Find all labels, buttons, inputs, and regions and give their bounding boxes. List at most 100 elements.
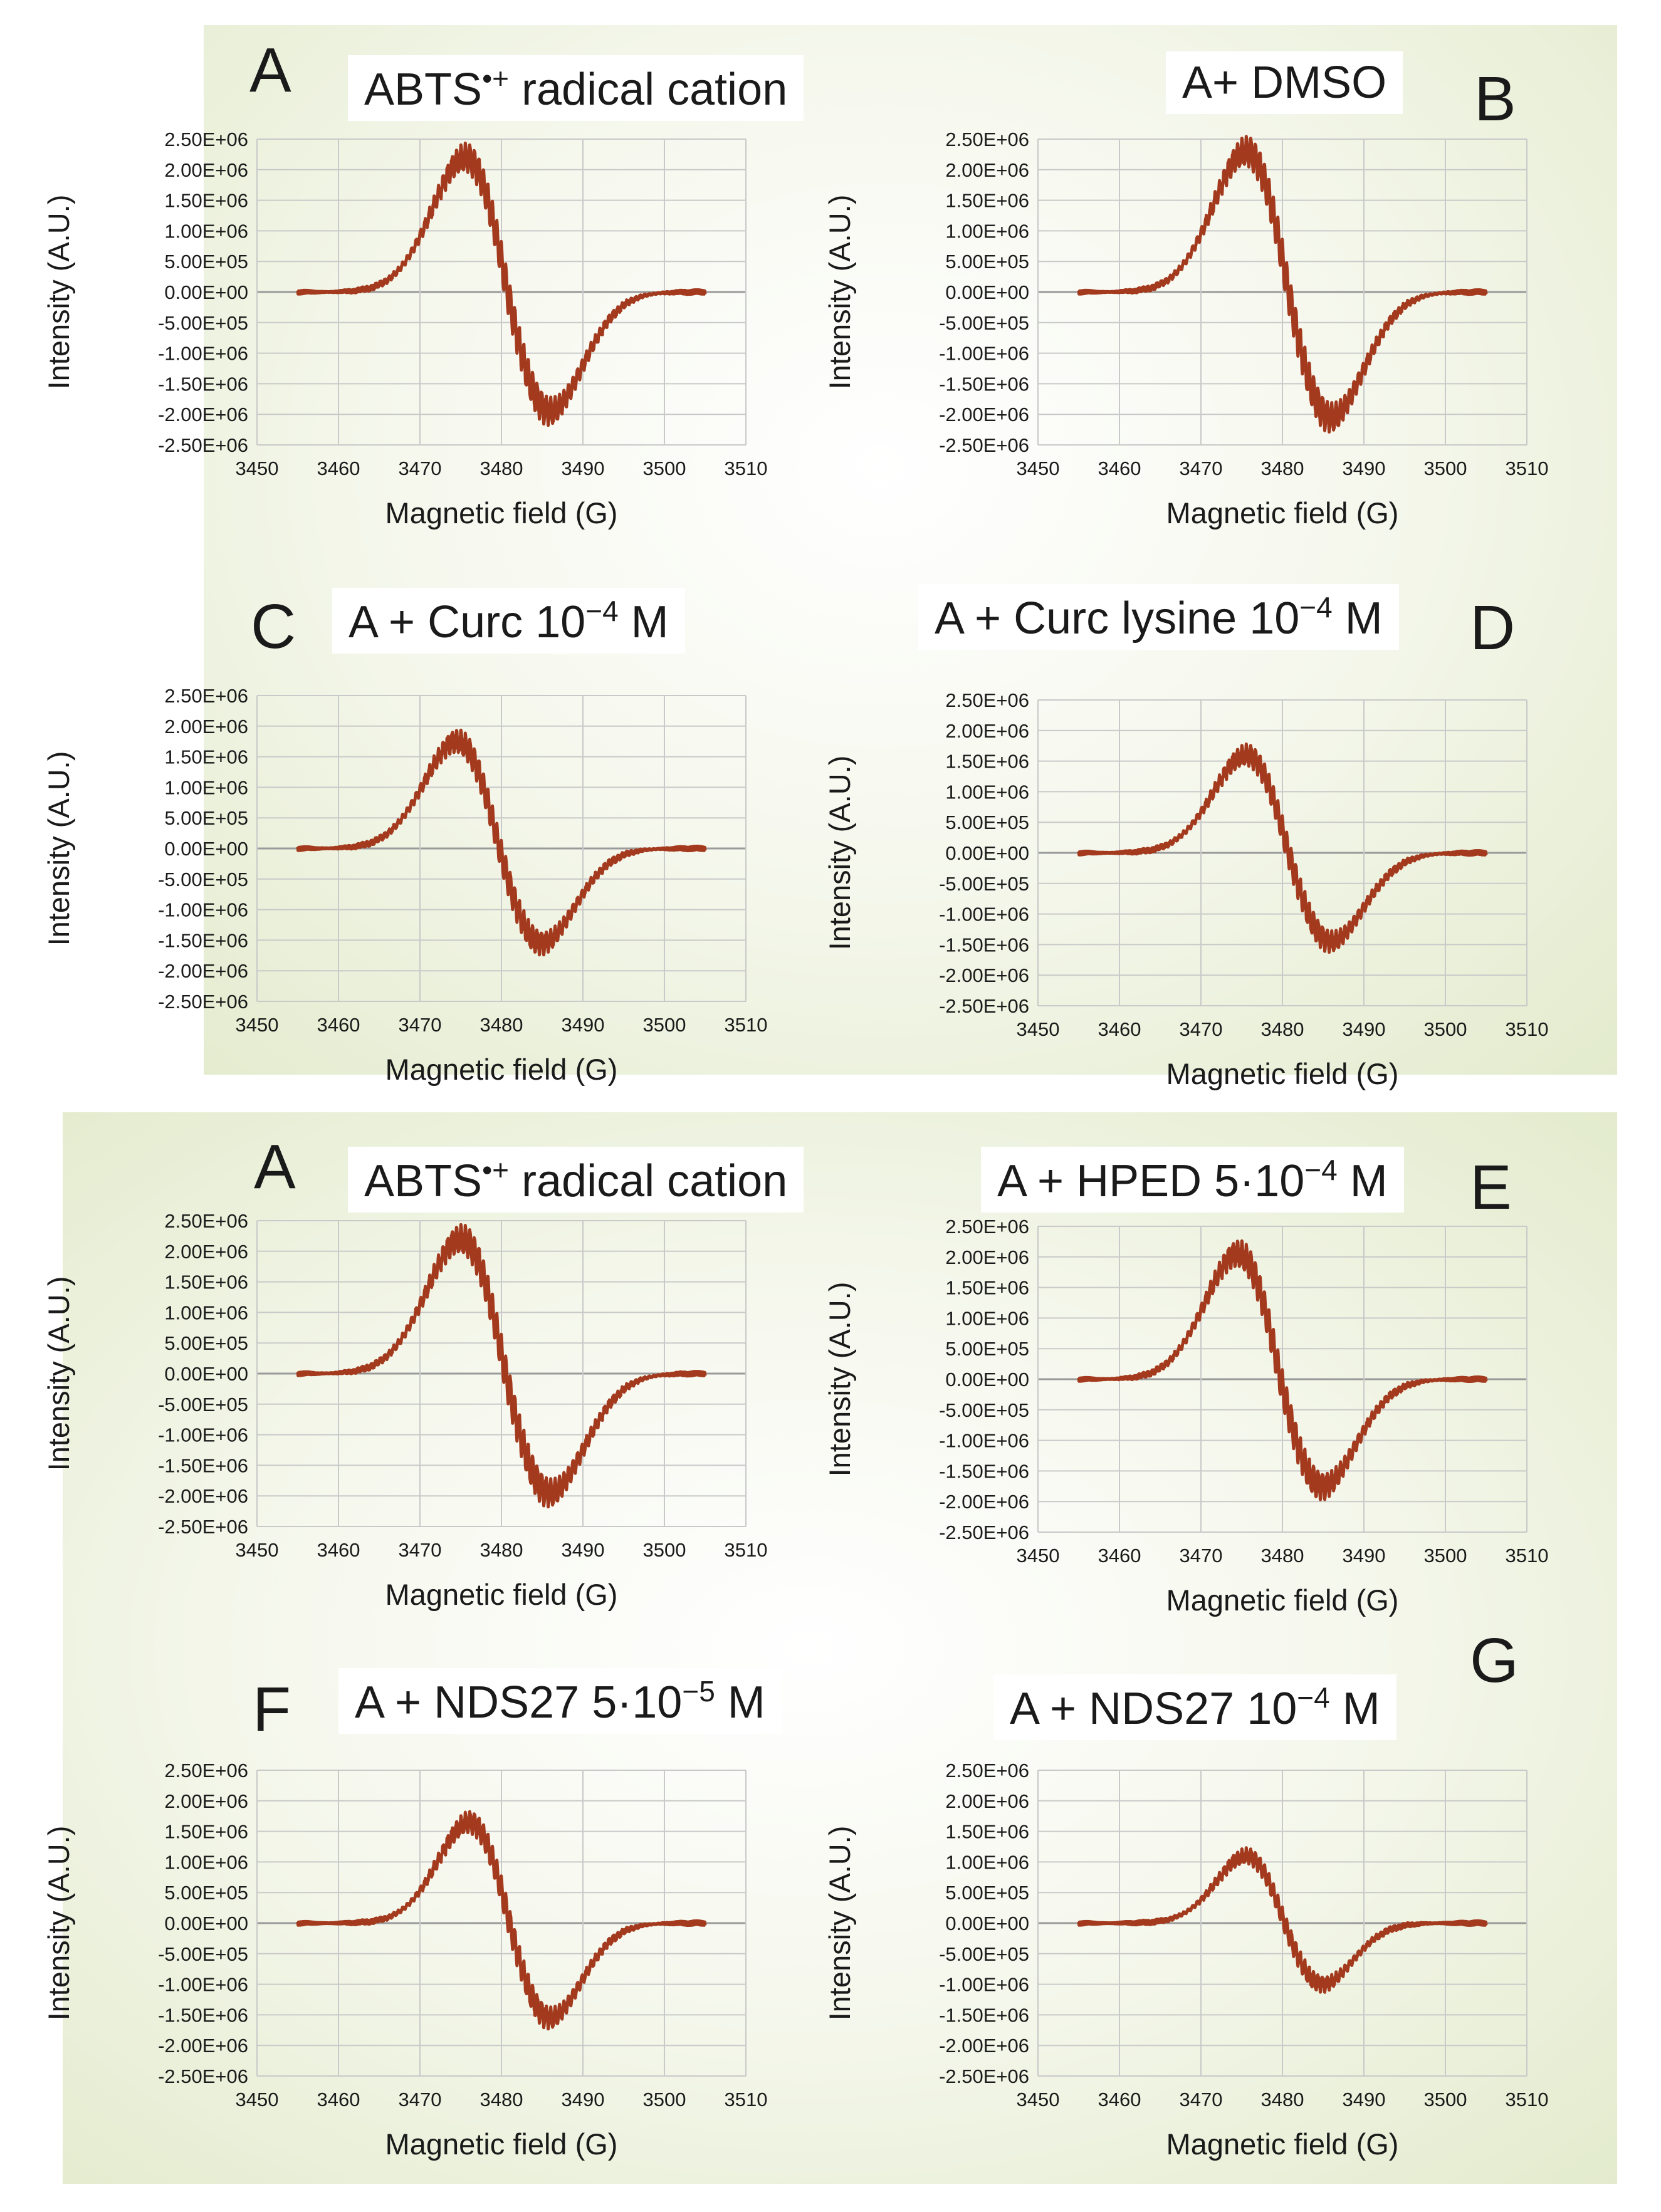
y-tick-label: -5.00E+05: [939, 873, 1029, 895]
y-tick-label: 2.50E+06: [945, 1760, 1029, 1782]
y-tick-label: -1.00E+06: [939, 904, 1029, 926]
chart-title: A + NDS27 10−4 M: [993, 1674, 1396, 1740]
chart-title-suffix: radical cation: [509, 65, 788, 115]
chart-title-superscript: −4: [1304, 1154, 1338, 1186]
chart-title-main: ABTS: [364, 1156, 483, 1206]
chart-title: A + HPED 5·10−4 M: [981, 1147, 1404, 1213]
x-tick-label: 3470: [399, 1539, 442, 1561]
y-tick-label: -2.50E+06: [939, 995, 1029, 1017]
y-tick-label: 0.00E+00: [164, 838, 248, 860]
x-tick-label: 3450: [1017, 1018, 1060, 1040]
y-tick-label: 0.00E+00: [164, 281, 248, 303]
y-tick-label: -2.50E+06: [158, 2065, 248, 2087]
background-bottom: [63, 1112, 1617, 2184]
y-tick-label: 1.50E+06: [945, 751, 1029, 773]
panel-letter: F: [253, 1674, 291, 1745]
y-tick-label: -1.00E+06: [939, 1974, 1029, 1996]
chart-title-main: A + NDS27 5·10: [355, 1677, 683, 1728]
y-tick-label: -2.50E+06: [158, 1516, 248, 1538]
y-tick-label: 1.00E+06: [164, 776, 248, 798]
y-axis-label: Intensity (A.U.): [823, 756, 856, 951]
y-tick-label: 1.00E+06: [945, 220, 1029, 242]
y-tick-label: 5.00E+05: [945, 1882, 1029, 1904]
y-tick-label: 1.00E+06: [945, 781, 1029, 803]
chart-title: A + NDS27 5·10−5 M: [338, 1668, 782, 1734]
y-tick-label: 2.00E+06: [945, 159, 1029, 181]
x-tick-label: 3500: [1424, 1018, 1467, 1040]
y-tick-label: 1.50E+06: [164, 190, 248, 212]
x-tick-label: 3510: [725, 2089, 768, 2110]
y-tick-label: 5.00E+05: [164, 807, 248, 829]
y-tick-label: -1.00E+06: [158, 1974, 248, 1996]
y-tick-label: 2.50E+06: [164, 685, 248, 707]
y-tick-label: 1.50E+06: [164, 1821, 248, 1843]
panel-letter: B: [1474, 64, 1516, 134]
x-axis-label: Magnetic field (G): [385, 1578, 618, 1611]
y-tick-label: 5.00E+05: [945, 251, 1029, 273]
x-tick-label: 3460: [1098, 457, 1141, 479]
x-tick-label: 3480: [1261, 1018, 1304, 1040]
y-axis-label: Intensity (A.U.): [42, 195, 75, 390]
x-tick-label: 3470: [1180, 2089, 1223, 2110]
x-tick-label: 3490: [1343, 1545, 1386, 1567]
y-tick-label: 2.50E+06: [164, 128, 248, 150]
x-tick-label: 3480: [480, 1014, 523, 1036]
x-tick-label: 3480: [1261, 1545, 1304, 1567]
chart-title-suffix: radical cation: [509, 1156, 788, 1206]
y-axis-label: Intensity (A.U.): [42, 1276, 75, 1471]
x-tick-label: 3510: [725, 1539, 768, 1561]
x-tick-label: 3450: [236, 1014, 279, 1036]
chart-title: A + Curc lysine 10−4 M: [918, 584, 1399, 650]
x-tick-label: 3470: [1180, 1018, 1223, 1040]
y-tick-label: -1.50E+06: [158, 929, 248, 951]
x-tick-label: 3490: [1343, 457, 1386, 479]
y-tick-label: -2.00E+06: [939, 2035, 1029, 2057]
chart-title-superscript: −4: [1299, 591, 1333, 623]
y-tick-label: -2.50E+06: [158, 991, 248, 1013]
y-tick-label: -5.00E+05: [158, 1394, 248, 1416]
x-tick-label: 3500: [643, 1014, 686, 1036]
y-tick-label: -5.00E+05: [158, 869, 248, 890]
panel-letter: D: [1470, 593, 1516, 663]
x-tick-label: 3460: [1098, 2089, 1141, 2110]
x-tick-label: 3480: [480, 457, 523, 479]
y-tick-label: -2.50E+06: [158, 434, 248, 456]
x-tick-label: 3460: [317, 2089, 360, 2110]
series-line: [296, 728, 707, 957]
chart-title-main: A + Curc lysine 10: [935, 593, 1300, 644]
x-tick-label: 3460: [317, 1539, 360, 1561]
x-tick-label: 3500: [1424, 1545, 1467, 1567]
y-tick-label: 2.00E+06: [945, 1246, 1029, 1268]
x-tick-label: 3460: [1098, 1018, 1141, 1040]
y-tick-label: 2.00E+06: [945, 720, 1029, 742]
y-tick-label: 1.00E+06: [164, 220, 248, 242]
y-tick-label: -2.00E+06: [939, 964, 1029, 986]
x-axis-label: Magnetic field (G): [385, 1053, 618, 1086]
y-tick-label: -2.00E+06: [939, 404, 1029, 425]
y-tick-label: 1.00E+06: [945, 1307, 1029, 1329]
y-tick-label: -5.00E+05: [939, 312, 1029, 334]
x-tick-label: 3500: [643, 2089, 686, 2110]
y-tick-label: 0.00E+00: [945, 281, 1029, 303]
y-tick-label: 2.50E+06: [945, 1216, 1029, 1238]
y-tick-label: -2.00E+06: [158, 2035, 248, 2057]
x-tick-label: 3500: [1424, 2089, 1467, 2110]
y-tick-label: -1.50E+06: [158, 1454, 248, 1476]
chart-title-suffix: M: [1329, 1684, 1380, 1734]
x-tick-label: 3470: [399, 457, 442, 479]
y-tick-label: -1.00E+06: [158, 1424, 248, 1446]
x-tick-label: 3450: [236, 1539, 279, 1561]
chart-title-main: A + NDS27 10: [1010, 1684, 1297, 1734]
x-tick-label: 3490: [562, 2089, 605, 2110]
y-tick-label: -5.00E+05: [158, 312, 248, 334]
y-tick-label: -2.50E+06: [939, 434, 1029, 456]
y-tick-label: 0.00E+00: [945, 1912, 1029, 1934]
x-axis-label: Magnetic field (G): [385, 2127, 618, 2161]
y-tick-label: -5.00E+05: [158, 1943, 248, 1965]
y-tick-label: -1.00E+06: [939, 1430, 1029, 1452]
x-tick-label: 3460: [1098, 1545, 1141, 1567]
y-axis-label: Intensity (A.U.): [823, 1282, 856, 1477]
